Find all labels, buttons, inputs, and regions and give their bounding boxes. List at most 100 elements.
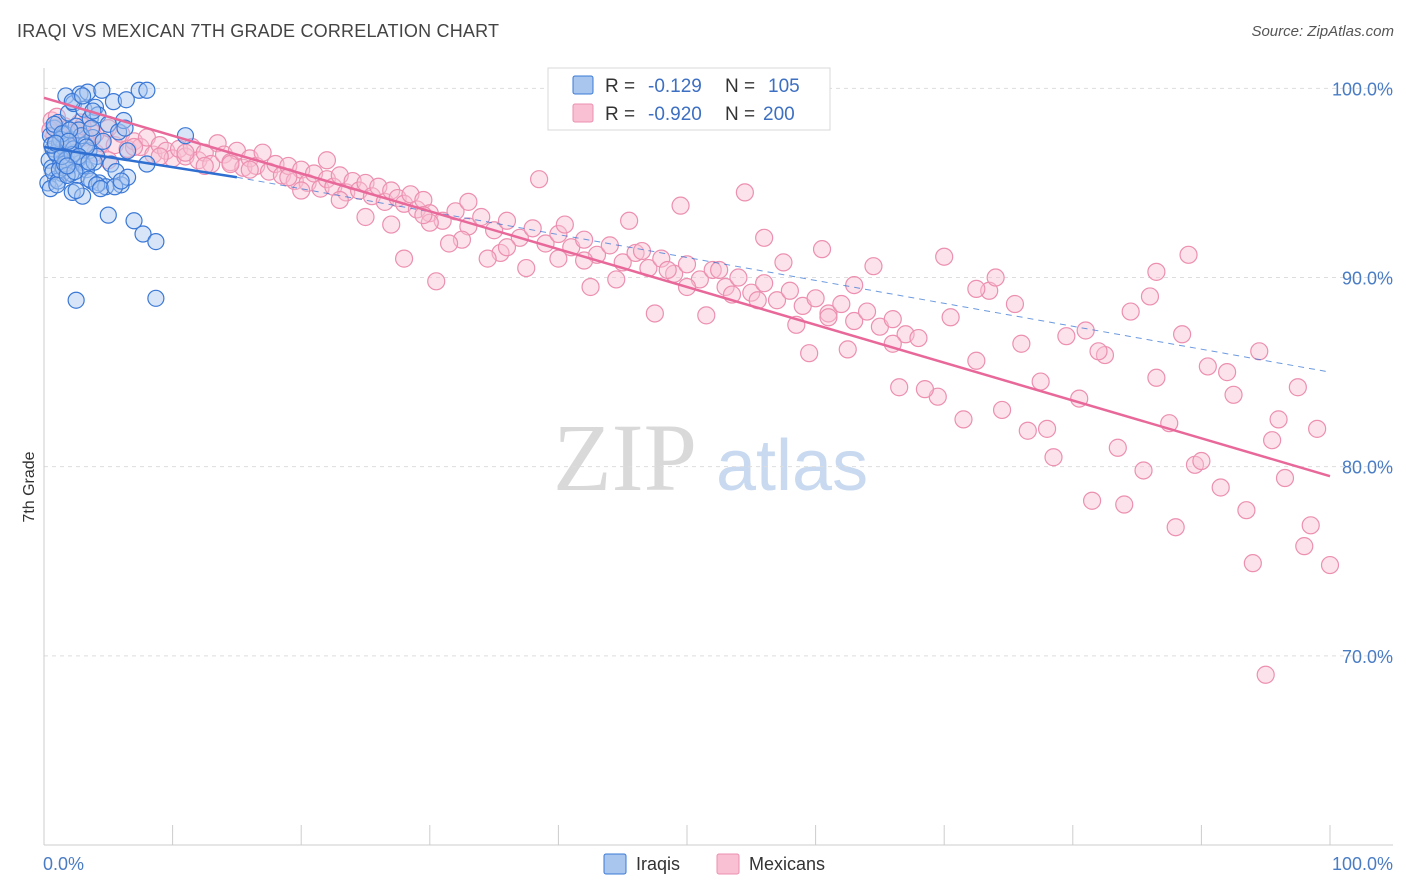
watermark-atlas: atlas — [716, 426, 868, 506]
mexican-point — [356, 207, 375, 227]
mexican-point — [890, 378, 909, 397]
iraqis-legend-swatch — [603, 853, 627, 875]
mexican-point — [806, 289, 825, 308]
x-tick-label-max: 100.0% — [1332, 854, 1393, 874]
mexican-point — [530, 170, 549, 189]
mexican-point — [1320, 555, 1340, 575]
mexican-point — [1147, 262, 1166, 281]
mexican-legend-swatch — [572, 103, 594, 123]
y-tick-label: 90.0% — [1342, 269, 1393, 289]
mexican-point — [1082, 491, 1102, 510]
mexican-point — [382, 215, 401, 234]
mexican-point — [292, 181, 311, 200]
mexican-point — [774, 253, 793, 272]
iraqi-trend-line — [43, 145, 238, 179]
mexican-point — [755, 228, 774, 247]
mexican-point — [1057, 327, 1076, 346]
iraqi-point — [91, 180, 110, 198]
mexican-point — [620, 211, 639, 230]
mexican-point — [1076, 321, 1095, 340]
mexican-point — [986, 268, 1005, 287]
iraqi-n-value: 105 — [768, 76, 800, 97]
iraqi-point — [138, 81, 156, 99]
mexican-point — [832, 294, 851, 314]
iraqi-point — [80, 153, 98, 171]
axes — [43, 68, 1393, 846]
mexican-point — [1269, 410, 1288, 429]
mexican-point — [1243, 554, 1262, 573]
mexican-point — [1198, 357, 1217, 376]
mexican-point — [1140, 287, 1160, 306]
mexican-point — [941, 308, 960, 327]
iraqi-trend-extension — [236, 176, 1331, 373]
mexican-point — [845, 275, 864, 295]
mexican-point — [677, 255, 697, 274]
mexican-point — [420, 213, 439, 232]
mexican-point — [439, 234, 459, 253]
mexican-point — [845, 311, 864, 331]
mexican-point — [967, 279, 986, 298]
iraqi-point — [147, 289, 165, 307]
mexican-point — [394, 249, 414, 268]
mexican-point — [632, 241, 652, 261]
iraqi-point — [67, 291, 85, 309]
iraqi-point — [67, 181, 85, 200]
mexican-point — [1012, 334, 1031, 353]
mexican-point — [652, 249, 671, 268]
mexican-point — [935, 247, 954, 266]
mexican-point — [1275, 468, 1295, 488]
mexican-point — [915, 380, 935, 399]
mexican-point — [1308, 419, 1327, 438]
iraqi-point — [118, 142, 137, 160]
mexican-point — [1005, 294, 1025, 314]
mexican-point — [575, 230, 594, 249]
mexican-point — [1256, 665, 1275, 684]
mexican-n-label: N = — [725, 104, 755, 125]
mexican-n-value: 200 — [763, 104, 795, 125]
mexican-point — [607, 270, 626, 289]
mexican-point — [1224, 385, 1243, 404]
iraqis-legend-label: Iraqis — [636, 854, 680, 874]
mexican-point — [800, 344, 819, 363]
mexican-point — [600, 236, 619, 255]
mexican-point — [1115, 495, 1134, 514]
mexican-point — [645, 304, 664, 323]
mexican-point — [780, 281, 799, 300]
mexican-point — [1121, 302, 1140, 321]
mexican-point — [1166, 518, 1185, 537]
y-tick-label: 70.0% — [1342, 647, 1393, 667]
trend-lines — [43, 96, 1331, 478]
mexican-point — [555, 215, 574, 234]
mexican-r-value: -0.920 — [648, 104, 702, 125]
mexican-point — [658, 260, 677, 280]
mexican-point — [819, 308, 838, 327]
mexican-point — [1250, 342, 1269, 361]
mexicans-points — [41, 107, 1340, 684]
mexican-point — [703, 260, 722, 280]
iraqi-point — [73, 87, 92, 105]
y-tick-labels: 70.0% 80.0% 90.0% 100.0% — [1332, 79, 1393, 666]
mexican-point — [710, 260, 729, 280]
iraqi-r-value: -0.129 — [648, 76, 702, 97]
mexican-point — [478, 249, 497, 268]
mexican-point — [330, 190, 349, 210]
mexican-point — [472, 207, 491, 227]
iraqi-point — [59, 132, 78, 150]
y-axis-label: 7th Grade — [21, 451, 38, 522]
mexican-point — [1288, 378, 1307, 397]
source-label: Source: ZipAtlas.com — [1251, 23, 1394, 40]
mexicans-legend-label: Mexicans — [749, 854, 825, 874]
mexican-point — [909, 328, 928, 348]
mexican-point — [176, 143, 195, 162]
mexican-point — [1108, 438, 1127, 457]
iraqi-point — [134, 225, 152, 243]
stats-legend-box — [547, 67, 831, 131]
iraqi-point — [112, 172, 130, 190]
mexican-point — [671, 196, 690, 215]
iraqi-point — [147, 232, 165, 251]
mexican-point — [1134, 461, 1153, 480]
x-tick-label-min: 0.0% — [43, 854, 84, 874]
watermark-zip: ZIP — [553, 404, 697, 511]
mexican-point — [857, 302, 877, 321]
